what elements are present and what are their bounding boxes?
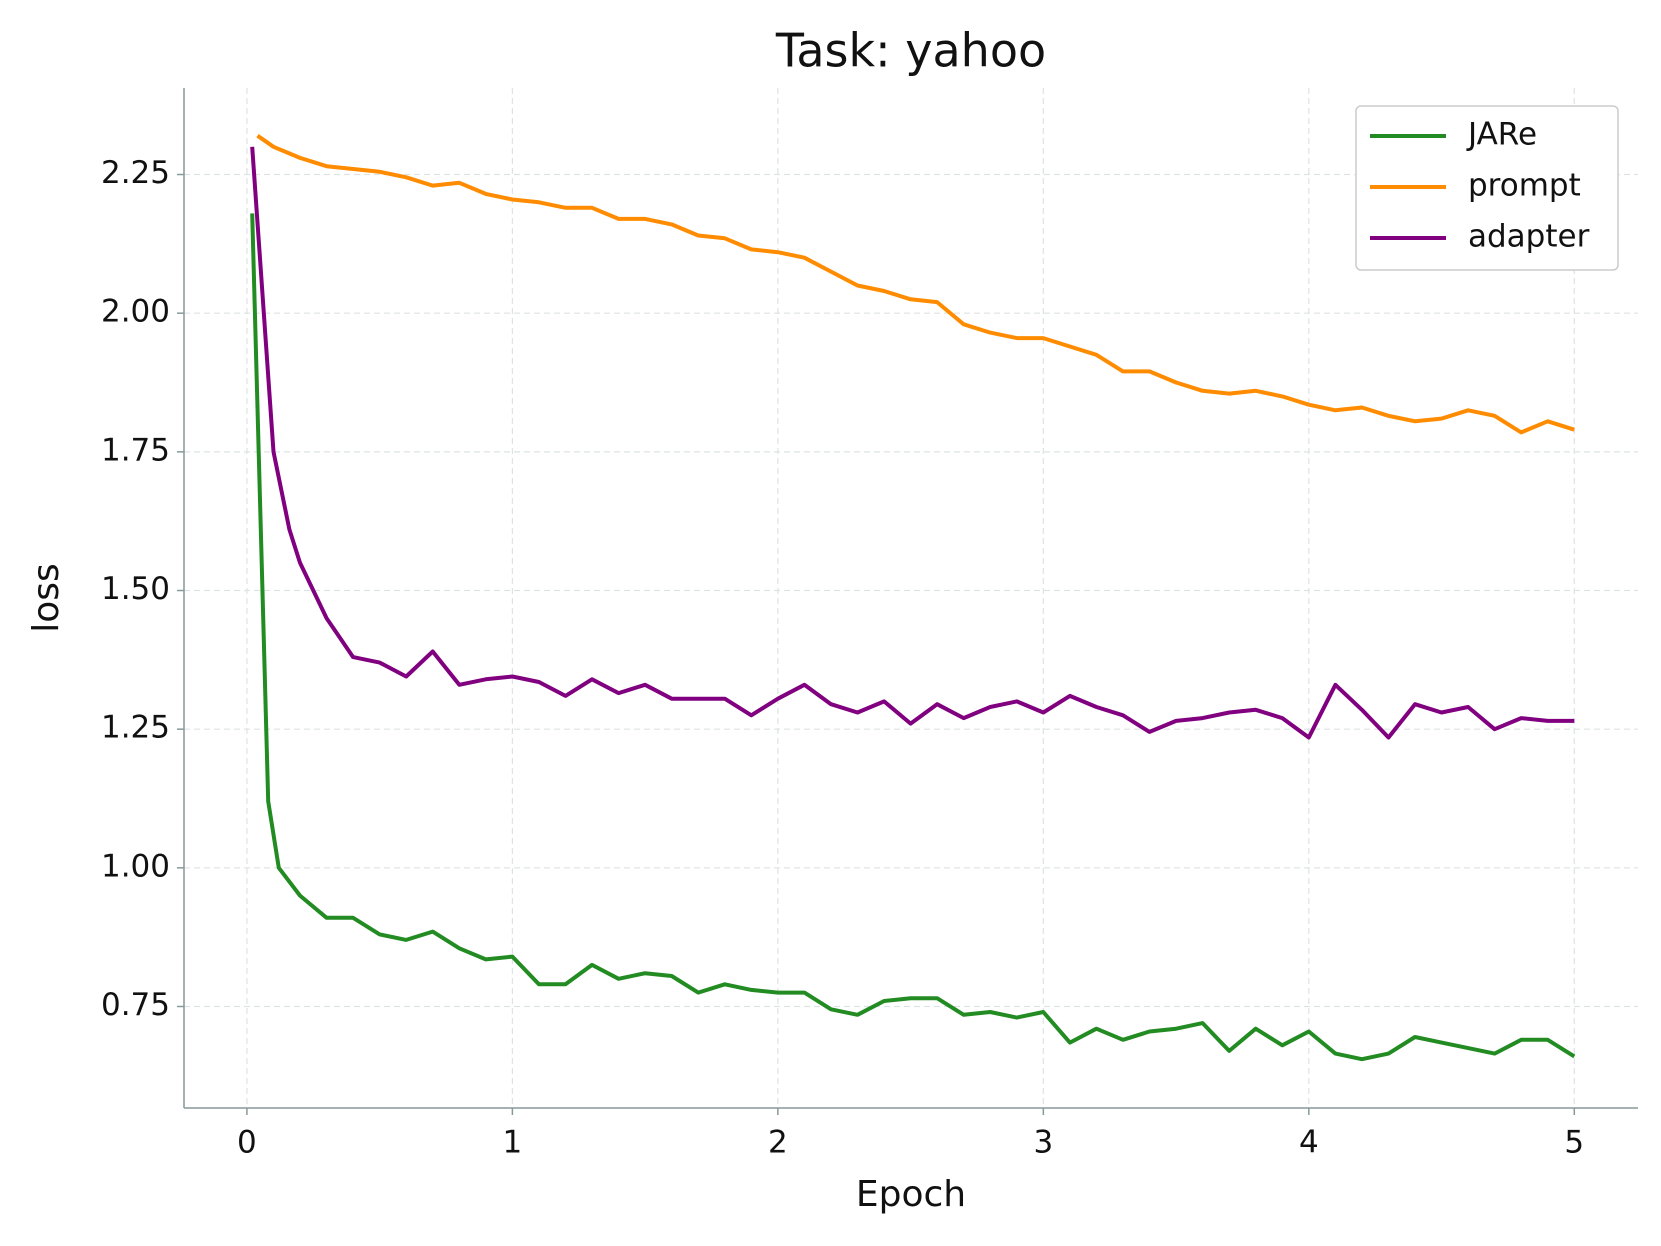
y-tick-label: 2.25 (101, 155, 170, 191)
y-tick-label: 0.75 (101, 987, 170, 1023)
y-tick-label: 1.00 (101, 848, 170, 884)
x-tick-label: 0 (237, 1125, 257, 1161)
x-tick-label: 2 (768, 1125, 788, 1161)
x-tick-label: 3 (1033, 1125, 1053, 1161)
legend-label: adapter (1468, 219, 1590, 255)
y-axis-label: loss (26, 563, 67, 633)
y-tick-label: 2.00 (101, 294, 170, 330)
y-tick-label: 1.75 (101, 432, 170, 468)
x-tick-label: 1 (503, 1125, 523, 1161)
x-tick-label: 4 (1299, 1125, 1319, 1161)
x-axis-label: Epoch (856, 1174, 966, 1215)
x-tick-label: 5 (1564, 1125, 1584, 1161)
legend-label: JARe (1466, 117, 1537, 153)
legend: JARe prompt adapter (1355, 105, 1619, 271)
y-tick-label: 1.25 (101, 710, 170, 746)
line (250, 146, 1575, 740)
legend-label: prompt (1468, 168, 1581, 204)
line (250, 213, 1576, 1062)
legend-box (1355, 105, 1619, 271)
line (256, 134, 1575, 435)
chart-title: Task: yahoo (775, 24, 1046, 78)
y-tick-label: 1.50 (101, 571, 170, 607)
